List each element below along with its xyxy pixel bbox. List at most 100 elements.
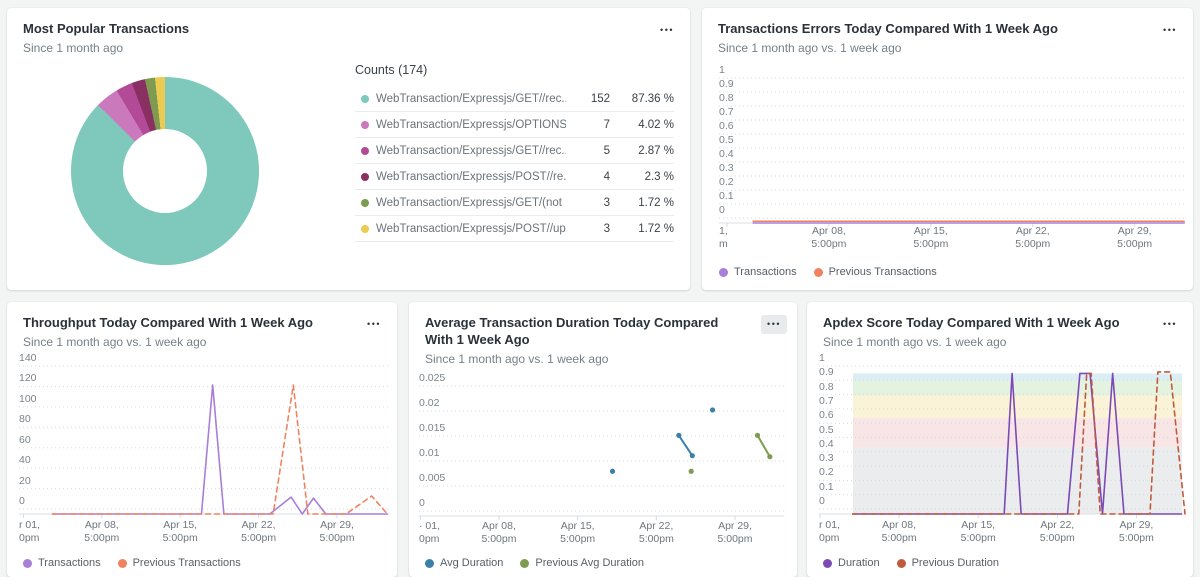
y-axis-label: 0	[19, 495, 25, 507]
legend-dot-icon	[520, 558, 530, 568]
slice-dot-icon	[361, 120, 369, 129]
panel-transaction-errors: Transactions Errors Today Compared With …	[702, 8, 1193, 290]
y-axis-label: 0.015	[419, 422, 446, 434]
pie-legend-row[interactable]: WebTransaction/Expressjs/GET/(not ... 3 1.…	[355, 189, 674, 215]
legend-item[interactable]: Previous Duration	[896, 557, 999, 569]
legend-label: Previous Avg Duration	[535, 557, 645, 569]
chart-plot-area[interactable]	[819, 360, 1186, 522]
throughput-line-chart[interactable]: 140 120 100 80 60 40 20 0 r 01, 0pm Apr 08, 5:00p…	[19, 353, 389, 570]
y-axis-label: 140	[19, 352, 37, 364]
y-axis-label: 0.8	[819, 380, 834, 393]
y-axis-label: 0.9	[719, 78, 734, 90]
transaction-count: 152	[590, 92, 610, 105]
legend-dot-icon	[823, 558, 832, 568]
panel-header: Average Transaction Duration Today Compa…	[425, 315, 787, 366]
apdex-line-chart[interactable]: 1 0.9 0.8 0.7 0.6 0.5 0.4 0.3 0.2 0.1 0 r 01, 0pm Ap…	[819, 353, 1186, 570]
transaction-percent: 1.72 %	[638, 196, 674, 209]
slice-dot-icon	[361, 94, 369, 103]
y-axis-label: 0.01	[419, 447, 440, 459]
legend-item[interactable]: Previous Transactions	[117, 557, 241, 569]
transaction-name: WebTransaction/Expressjs/OPTIONS//	[376, 118, 566, 131]
ellipsis-menu-icon[interactable]: •••	[361, 315, 387, 334]
panel-header: Apdex Score Today Compared With 1 Week A…	[823, 315, 1183, 349]
panel-header: Transactions Errors Today Compared With …	[718, 21, 1183, 55]
ellipsis-menu-icon[interactable]: •••	[654, 21, 680, 40]
transaction-percent: 1.72 %	[638, 222, 674, 235]
legend-item[interactable]: Previous Avg Duration	[520, 557, 644, 569]
transaction-percent: 2.3 %	[644, 170, 674, 183]
chart-legend: Transactions Previous Transactions	[23, 557, 241, 569]
pie-legend-header: Counts (174)	[355, 63, 428, 77]
y-axis-label: 0.7	[719, 106, 734, 118]
ellipsis-menu-icon[interactable]: •••	[1157, 315, 1183, 334]
y-axis-label: 0	[419, 497, 425, 509]
legend-item[interactable]: Transactions	[719, 266, 797, 278]
legend-label: Avg Duration	[440, 557, 504, 569]
legend-item[interactable]: Duration	[823, 557, 880, 569]
transaction-count: 7	[603, 118, 610, 131]
transaction-count: 3	[603, 196, 610, 209]
y-axis-label: 0.7	[819, 394, 834, 407]
x-axis-label: Apr 29, 5:00pm	[717, 520, 753, 545]
donut-chart[interactable]	[71, 77, 259, 265]
panel-title: Transactions Errors Today Compared With …	[718, 21, 1058, 36]
x-axis-label: Apr 29, 5:00pm	[1118, 519, 1154, 544]
y-axis-label: 0.9	[819, 366, 834, 379]
x-axis-label: 1, m	[719, 225, 728, 250]
y-axis-label: 0.6	[719, 120, 734, 132]
transaction-name: WebTransaction/Expressjs/GET/(not ...	[376, 196, 566, 209]
slice-dot-icon	[361, 172, 369, 181]
panel-timeframe: Since 1 month ago vs. 1 week ago	[718, 40, 902, 55]
transaction-count: 5	[603, 144, 610, 157]
pie-legend-row[interactable]: WebTransaction/Expressjs/POST//re... 4 2.3…	[355, 163, 674, 189]
legend-item[interactable]: Previous Transactions	[813, 266, 937, 278]
legend-label: Transactions	[38, 557, 101, 569]
x-axis-label: · 01, 0pm	[419, 520, 441, 545]
y-axis-label: 120	[19, 372, 37, 385]
x-axis-label: Apr 29, 5:00pm	[1117, 225, 1153, 250]
chart-plot-area[interactable]	[419, 378, 784, 524]
y-axis-label: 60	[19, 433, 31, 446]
ellipsis-menu-icon[interactable]: •••	[761, 315, 787, 334]
panel-apdex-score: Apdex Score Today Compared With 1 Week A…	[807, 302, 1193, 577]
panel-title: Throughput Today Compared With 1 Week Ag…	[23, 315, 313, 330]
panel-title: Most Popular Transactions	[23, 21, 190, 36]
chart-legend: Duration Previous Duration	[823, 557, 999, 569]
y-axis-label: 0.8	[719, 92, 734, 104]
legend-label: Transactions	[734, 266, 797, 278]
transaction-percent: 2.87 %	[638, 144, 674, 157]
x-axis-label: Apr 22, 5:00pm	[1039, 519, 1075, 544]
y-axis-label: 80	[19, 413, 31, 426]
y-axis-label: 0.1	[819, 480, 834, 493]
ellipsis-menu-icon[interactable]: •••	[1157, 21, 1183, 40]
x-axis-label: Apr 15, 5:00pm	[913, 225, 949, 250]
y-axis-label: 1	[819, 352, 825, 364]
pie-legend-row[interactable]: WebTransaction/Expressjs/OPTIONS// 7 4.02 …	[355, 111, 674, 137]
errors-line-chart[interactable]: 1 0.9 0.8 0.7 0.6 0.5 0.4 0.3 0.2 0.1 0 1, m Apr 08,…	[719, 65, 1185, 277]
x-axis-label: Apr 08, 5:00pm	[811, 225, 847, 250]
y-axis-label: 20	[19, 474, 31, 487]
chart-plot-area[interactable]	[19, 360, 389, 522]
pie-legend-row[interactable]: WebTransaction/Expressjs/POST//up... 3 1.7…	[355, 215, 674, 242]
pie-legend-row[interactable]: WebTransaction/Expressjs/GET//rec... 152 8…	[355, 86, 674, 111]
duration-scatter-chart[interactable]: 0.025 0.02 0.015 0.01 0.005 0 · 01, 0pm Apr 08,…	[419, 373, 784, 570]
pie-legend-row[interactable]: WebTransaction/Expressjs/GET//rec... 5 2.8…	[355, 137, 674, 163]
x-axis-label: Apr 15, 5:00pm	[560, 520, 596, 545]
legend-dot-icon	[23, 558, 32, 568]
legend-dot-icon	[425, 558, 434, 568]
y-axis-label: 40	[19, 454, 31, 467]
pie-legend: Counts (174) WebTransaction/Expressjs/GE…	[355, 63, 674, 242]
panel-timeframe: Since 1 month ago vs. 1 week ago	[425, 351, 609, 366]
legend-label: Duration	[838, 557, 880, 569]
y-axis-label: 0.6	[819, 409, 834, 422]
legend-item[interactable]: Transactions	[23, 557, 101, 569]
pie-legend-rows: WebTransaction/Expressjs/GET//rec... 152 8…	[355, 86, 674, 242]
transaction-name: WebTransaction/Expressjs/GET//rec...	[376, 144, 566, 157]
y-axis-label: 0.2	[819, 466, 834, 479]
panel-header: Most Popular Transactions Since 1 month …	[23, 21, 680, 55]
legend-dot-icon	[813, 267, 823, 277]
x-axis-label: Apr 08, 5:00pm	[881, 519, 917, 544]
legend-item[interactable]: Avg Duration	[425, 557, 503, 569]
chart-plot-area[interactable]	[719, 72, 1185, 232]
